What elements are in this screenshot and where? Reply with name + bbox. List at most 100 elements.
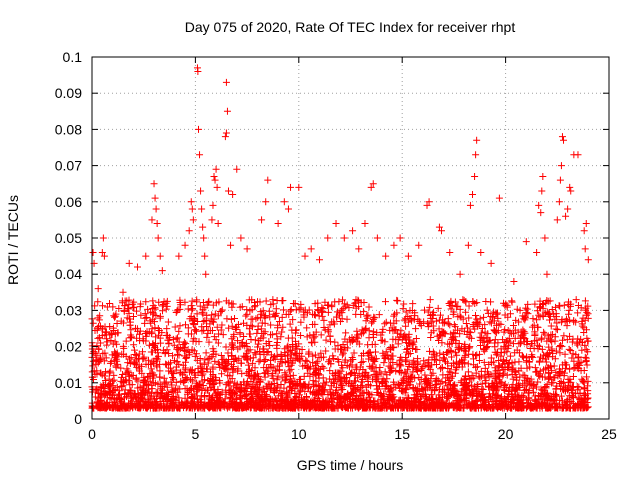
data-point	[330, 354, 338, 362]
data-point	[163, 392, 171, 400]
data-point	[120, 350, 128, 358]
data-point	[330, 320, 338, 328]
data-point	[519, 352, 527, 360]
data-point	[523, 364, 531, 372]
data-point	[417, 397, 425, 405]
data-point	[533, 336, 541, 344]
data-point	[523, 353, 531, 361]
data-point	[223, 404, 231, 412]
data-point	[248, 323, 256, 331]
data-point	[433, 332, 441, 340]
data-point	[480, 358, 488, 366]
data-point	[533, 316, 541, 324]
data-point	[520, 386, 528, 394]
data-point	[103, 335, 111, 343]
data-point	[142, 329, 150, 337]
data-point	[175, 351, 183, 359]
data-point	[491, 328, 499, 336]
data-point	[279, 402, 287, 410]
data-point	[420, 357, 428, 365]
data-point	[573, 339, 581, 347]
data-point	[285, 311, 293, 319]
data-point	[461, 353, 469, 361]
data-point	[387, 403, 395, 411]
data-point	[486, 318, 494, 326]
data-point	[271, 355, 279, 363]
data-point	[416, 380, 424, 388]
data-point	[185, 351, 193, 359]
data-point	[102, 328, 110, 336]
data-point	[366, 362, 374, 370]
data-point	[487, 371, 495, 379]
data-point	[289, 371, 297, 379]
data-point	[225, 403, 233, 411]
data-point	[126, 318, 134, 326]
data-point	[553, 382, 561, 390]
data-point	[489, 312, 497, 320]
data-point	[155, 331, 163, 339]
data-point	[181, 394, 189, 402]
data-point	[353, 327, 361, 335]
data-point	[409, 368, 417, 376]
data-point	[515, 358, 523, 366]
x-tick-label: 5	[192, 426, 200, 442]
data-point	[343, 315, 351, 323]
data-point	[229, 191, 237, 199]
data-point	[381, 320, 389, 328]
data-point	[503, 356, 511, 364]
data-point	[449, 310, 457, 318]
data-point	[343, 392, 351, 400]
data-point	[472, 151, 480, 159]
data-point	[199, 299, 207, 307]
data-point	[152, 401, 160, 409]
data-point	[543, 270, 551, 278]
data-point	[427, 318, 435, 326]
data-point	[526, 380, 534, 388]
data-point	[465, 302, 473, 310]
data-point	[200, 360, 208, 368]
data-point	[401, 389, 409, 397]
data-point	[141, 310, 149, 318]
data-point	[91, 393, 99, 401]
data-point	[432, 317, 440, 325]
data-point	[546, 403, 554, 411]
data-point	[228, 375, 236, 383]
data-point	[146, 397, 154, 405]
data-point	[201, 404, 209, 412]
data-point	[280, 404, 288, 412]
data-point	[567, 187, 575, 195]
data-point	[584, 348, 592, 356]
data-point	[439, 329, 447, 337]
data-point	[285, 363, 293, 371]
data-point	[527, 375, 535, 383]
data-point	[567, 378, 575, 386]
data-point	[339, 364, 347, 372]
data-point	[569, 389, 577, 397]
data-point	[368, 391, 376, 399]
data-point	[256, 377, 264, 385]
data-point	[395, 368, 403, 376]
data-point	[446, 392, 454, 400]
data-point	[509, 364, 517, 372]
data-point	[199, 370, 207, 378]
data-point	[342, 329, 350, 337]
data-point	[124, 305, 132, 313]
data-point	[225, 324, 233, 332]
data-point	[117, 377, 125, 385]
data-point	[151, 318, 159, 326]
x-tick-label: 0	[88, 426, 96, 442]
data-point	[473, 363, 481, 371]
data-point	[350, 349, 358, 357]
data-point	[353, 363, 361, 371]
data-point	[339, 349, 347, 357]
data-point	[324, 234, 332, 242]
data-point	[502, 337, 510, 345]
data-point	[208, 311, 216, 319]
data-point	[99, 234, 107, 242]
data-point	[174, 344, 182, 352]
data-point	[200, 393, 208, 401]
data-point	[319, 391, 327, 399]
data-point	[532, 396, 540, 404]
data-point	[331, 345, 339, 353]
